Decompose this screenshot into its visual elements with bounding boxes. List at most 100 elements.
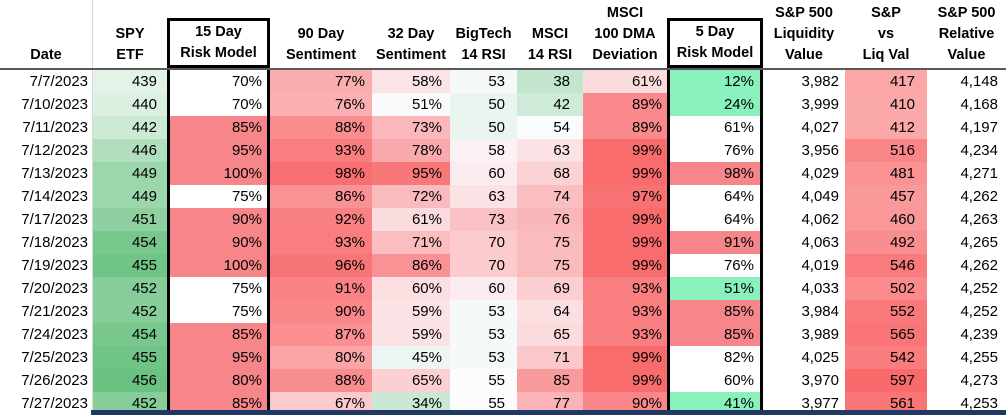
cell-rsiMsci[interactable]: 71 xyxy=(517,346,583,369)
cell-spy[interactable]: 446 xyxy=(92,139,167,162)
cell-spVsLiq[interactable]: 552 xyxy=(845,300,927,323)
cell-risk15[interactable]: 90% xyxy=(167,231,270,254)
cell-rsiBig[interactable]: 60 xyxy=(450,162,517,185)
cell-sent32[interactable]: 58% xyxy=(372,70,450,93)
cell-spy[interactable]: 449 xyxy=(92,162,167,185)
cell-date[interactable]: 7/10/2023 xyxy=(0,93,92,116)
cell-rel[interactable]: 4,262 xyxy=(927,254,1006,277)
cell-deviation[interactable]: 89% xyxy=(583,116,667,139)
cell-rsiMsci[interactable]: 63 xyxy=(517,139,583,162)
cell-deviation[interactable]: 99% xyxy=(583,139,667,162)
cell-spVsLiq[interactable]: 412 xyxy=(845,116,927,139)
cell-rsiBig[interactable]: 53 xyxy=(450,300,517,323)
cell-risk15[interactable]: 90% xyxy=(167,208,270,231)
cell-liq[interactable]: 3,989 xyxy=(763,323,845,346)
cell-rsiBig[interactable]: 53 xyxy=(450,70,517,93)
column-header-date[interactable]: Date xyxy=(0,0,92,68)
column-header-rsiBig[interactable]: BigTech 14 RSI xyxy=(450,0,517,68)
cell-date[interactable]: 7/18/2023 xyxy=(0,231,92,254)
cell-risk15[interactable]: 85% xyxy=(167,392,270,415)
cell-spy[interactable]: 442 xyxy=(92,116,167,139)
cell-spy[interactable]: 439 xyxy=(92,70,167,93)
cell-deviation[interactable]: 99% xyxy=(583,162,667,185)
column-header-risk5[interactable]: 5 Day Risk Model xyxy=(667,0,763,68)
cell-sent90[interactable]: 91% xyxy=(270,277,372,300)
cell-liq[interactable]: 3,956 xyxy=(763,139,845,162)
column-header-spVsLiq[interactable]: S&P vs Liq Val xyxy=(845,0,927,68)
cell-sent90[interactable]: 87% xyxy=(270,323,372,346)
cell-spVsLiq[interactable]: 561 xyxy=(845,392,927,415)
cell-liq[interactable]: 4,019 xyxy=(763,254,845,277)
cell-rsiBig[interactable]: 55 xyxy=(450,369,517,392)
cell-date[interactable]: 7/20/2023 xyxy=(0,277,92,300)
column-header-sent32[interactable]: 32 Day Sentiment xyxy=(372,0,450,68)
cell-sent90[interactable]: 77% xyxy=(270,70,372,93)
cell-risk15[interactable]: 70% xyxy=(167,70,270,93)
cell-date[interactable]: 7/26/2023 xyxy=(0,369,92,392)
cell-spy[interactable]: 449 xyxy=(92,185,167,208)
cell-risk15[interactable]: 85% xyxy=(167,323,270,346)
cell-rel[interactable]: 4,263 xyxy=(927,208,1006,231)
cell-rsiBig[interactable]: 60 xyxy=(450,277,517,300)
cell-rsiMsci[interactable]: 85 xyxy=(517,369,583,392)
cell-liq[interactable]: 4,033 xyxy=(763,277,845,300)
cell-liq[interactable]: 4,027 xyxy=(763,116,845,139)
cell-risk15[interactable]: 75% xyxy=(167,277,270,300)
cell-risk5[interactable]: 41% xyxy=(667,392,763,415)
cell-deviation[interactable]: 90% xyxy=(583,392,667,415)
cell-deviation[interactable]: 93% xyxy=(583,277,667,300)
cell-sent90[interactable]: 88% xyxy=(270,116,372,139)
cell-spy[interactable]: 440 xyxy=(92,93,167,116)
cell-liq[interactable]: 4,025 xyxy=(763,346,845,369)
cell-sent32[interactable]: 61% xyxy=(372,208,450,231)
cell-date[interactable]: 7/19/2023 xyxy=(0,254,92,277)
cell-sent32[interactable]: 51% xyxy=(372,93,450,116)
cell-sent32[interactable]: 45% xyxy=(372,346,450,369)
cell-spy[interactable]: 452 xyxy=(92,392,167,415)
cell-deviation[interactable]: 89% xyxy=(583,93,667,116)
cell-sent90[interactable]: 93% xyxy=(270,139,372,162)
cell-date[interactable]: 7/24/2023 xyxy=(0,323,92,346)
cell-date[interactable]: 7/25/2023 xyxy=(0,346,92,369)
cell-sent32[interactable]: 86% xyxy=(372,254,450,277)
cell-liq[interactable]: 3,977 xyxy=(763,392,845,415)
cell-sent32[interactable]: 34% xyxy=(372,392,450,415)
cell-liq[interactable]: 3,982 xyxy=(763,70,845,93)
cell-sent90[interactable]: 88% xyxy=(270,369,372,392)
cell-spy[interactable]: 452 xyxy=(92,300,167,323)
cell-rel[interactable]: 4,197 xyxy=(927,116,1006,139)
cell-rel[interactable]: 4,265 xyxy=(927,231,1006,254)
column-header-rel[interactable]: S&P 500 Relative Value xyxy=(927,0,1006,68)
cell-liq[interactable]: 3,970 xyxy=(763,369,845,392)
cell-risk15[interactable]: 75% xyxy=(167,185,270,208)
cell-risk5[interactable]: 76% xyxy=(667,139,763,162)
cell-risk15[interactable]: 95% xyxy=(167,139,270,162)
cell-rel[interactable]: 4,239 xyxy=(927,323,1006,346)
cell-risk5[interactable]: 12% xyxy=(667,70,763,93)
cell-spVsLiq[interactable]: 502 xyxy=(845,277,927,300)
cell-sent32[interactable]: 71% xyxy=(372,231,450,254)
cell-sent32[interactable]: 59% xyxy=(372,300,450,323)
cell-sent90[interactable]: 90% xyxy=(270,300,372,323)
cell-spVsLiq[interactable]: 542 xyxy=(845,346,927,369)
cell-deviation[interactable]: 99% xyxy=(583,231,667,254)
cell-risk15[interactable]: 70% xyxy=(167,93,270,116)
cell-rsiBig[interactable]: 53 xyxy=(450,323,517,346)
cell-sent32[interactable]: 72% xyxy=(372,185,450,208)
cell-spy[interactable]: 451 xyxy=(92,208,167,231)
cell-sent90[interactable]: 98% xyxy=(270,162,372,185)
cell-spVsLiq[interactable]: 460 xyxy=(845,208,927,231)
cell-deviation[interactable]: 99% xyxy=(583,369,667,392)
cell-rsiMsci[interactable]: 76 xyxy=(517,208,583,231)
cell-date[interactable]: 7/11/2023 xyxy=(0,116,92,139)
cell-rel[interactable]: 4,252 xyxy=(927,277,1006,300)
cell-sent90[interactable]: 96% xyxy=(270,254,372,277)
cell-sent32[interactable]: 95% xyxy=(372,162,450,185)
cell-liq[interactable]: 4,049 xyxy=(763,185,845,208)
cell-sent90[interactable]: 86% xyxy=(270,185,372,208)
cell-sent90[interactable]: 67% xyxy=(270,392,372,415)
cell-risk5[interactable]: 85% xyxy=(667,323,763,346)
cell-deviation[interactable]: 93% xyxy=(583,323,667,346)
cell-rel[interactable]: 4,253 xyxy=(927,392,1006,415)
cell-spy[interactable]: 455 xyxy=(92,254,167,277)
